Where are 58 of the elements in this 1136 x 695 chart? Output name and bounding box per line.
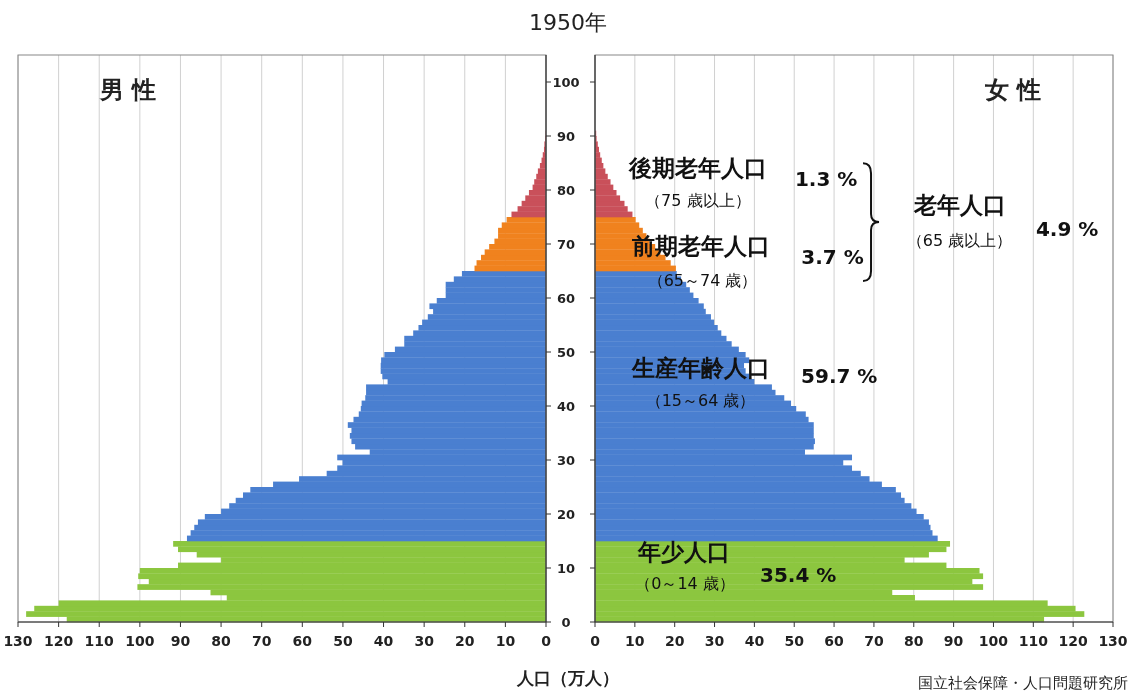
x-tick-label: 60 [824,633,845,649]
x-tick-label: 100 [978,633,1009,649]
annotation: 35.4 % [760,563,837,588]
x-tick-label: 30 [414,633,435,649]
x-tick-label: 60 [292,633,313,649]
annotation: 老年人口 [912,192,1006,219]
y-tick-label: 90 [556,128,576,144]
chart-title: 1950年 [529,10,607,35]
x-tick-label: 110 [84,633,115,649]
x-tick-label: 80 [211,633,232,649]
x-tick-label: 50 [333,633,353,649]
y-tick-label: 30 [556,452,576,468]
x-tick-label: 40 [373,633,394,649]
x-tick-label: 130 [3,633,33,649]
annotation: （65～74 歳） [647,270,758,290]
x-tick-label: 90 [170,633,191,649]
x-tick-label: 110 [1018,633,1049,649]
x-axis-title: 人口（万人） [516,668,619,688]
annotation: （65 歳以上） [906,230,1013,250]
x-tick-label: 20 [664,633,685,649]
annotation: （75 歳以上） [645,191,751,211]
y-tick-label: 0 [561,614,571,630]
y-tick-label: 70 [556,236,576,252]
annotation: 前期老年人口 [630,233,770,260]
annotation: （15～64 歳） [645,390,756,410]
y-tick-label: 40 [556,398,576,414]
y-tick-label: 50 [556,344,576,360]
x-tick-label: 100 [125,633,155,649]
x-tick-label: 120 [1058,633,1089,649]
text: 女 性 [983,76,1042,104]
y-tick-label: 80 [556,182,576,198]
annotation: （0～14 歳） [635,573,735,593]
x-tick-label: 80 [904,633,924,649]
y-tick-label: 60 [556,290,576,306]
x-tick-label: 0 [541,633,552,649]
annotation: 年少人口 [636,538,730,565]
x-tick-label: 70 [251,633,272,649]
annotation: 4.9 % [1035,216,1099,241]
x-tick-label: 70 [864,633,884,649]
y-tick-label: 20 [556,506,576,522]
x-tick-label: 0 [590,633,601,649]
text: 国立社会保障・人口問題研究所 [918,674,1128,692]
x-tick-label: 10 [625,633,645,649]
x-tick-label: 20 [455,633,475,649]
x-tick-label: 10 [495,633,516,649]
x-tick-label: 120 [44,633,74,649]
annotation: 後期老年人口 [627,155,767,182]
y-tick-label: 100 [552,74,580,90]
x-tick-label: 90 [943,633,964,649]
annotation: 3.7 % [801,244,864,269]
y-tick-label: 10 [556,560,576,576]
text: 男 性 [98,76,157,104]
x-tick-label: 50 [784,633,805,649]
annotation: 59.7 % [801,363,878,388]
x-tick-label: 30 [704,633,725,649]
annotation: 1.3 % [794,167,858,192]
x-tick-label: 40 [744,633,765,649]
x-tick-label: 130 [1098,633,1128,649]
